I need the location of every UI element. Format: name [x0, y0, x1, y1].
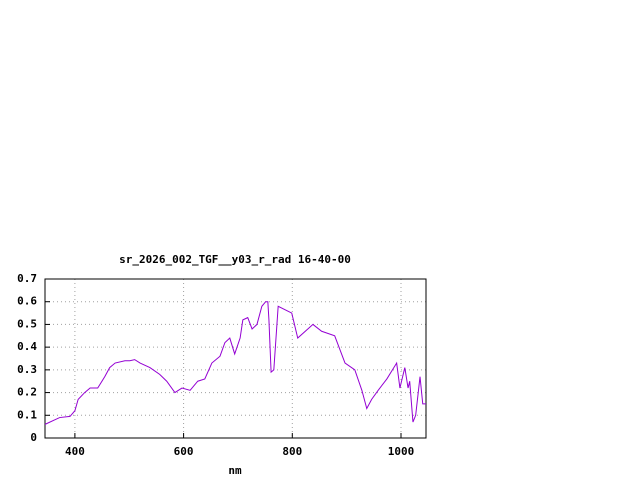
plot-border	[44, 278, 427, 439]
y-tick-label: 0.7	[17, 272, 37, 285]
y-tick-label: 0.5	[17, 317, 37, 330]
y-tick-label: 0.1	[17, 408, 37, 421]
y-tick-label: 0	[30, 431, 37, 444]
y-tick-label: 0.6	[17, 295, 37, 308]
chart-title: sr_2026_002_TGF__y03_r_rad 16-40-00	[119, 253, 351, 266]
x-tick-label: 400	[65, 445, 85, 458]
y-tick-label: 0.2	[17, 386, 37, 399]
x-tick-label: 800	[282, 445, 302, 458]
x-tick-label: 600	[174, 445, 194, 458]
data-line	[44, 301, 426, 425]
y-tick-label: 0.4	[17, 340, 37, 353]
x-axis-label: nm	[228, 464, 242, 477]
y-tick-label: 0.3	[17, 363, 37, 376]
x-tick-label: 1000	[388, 445, 415, 458]
